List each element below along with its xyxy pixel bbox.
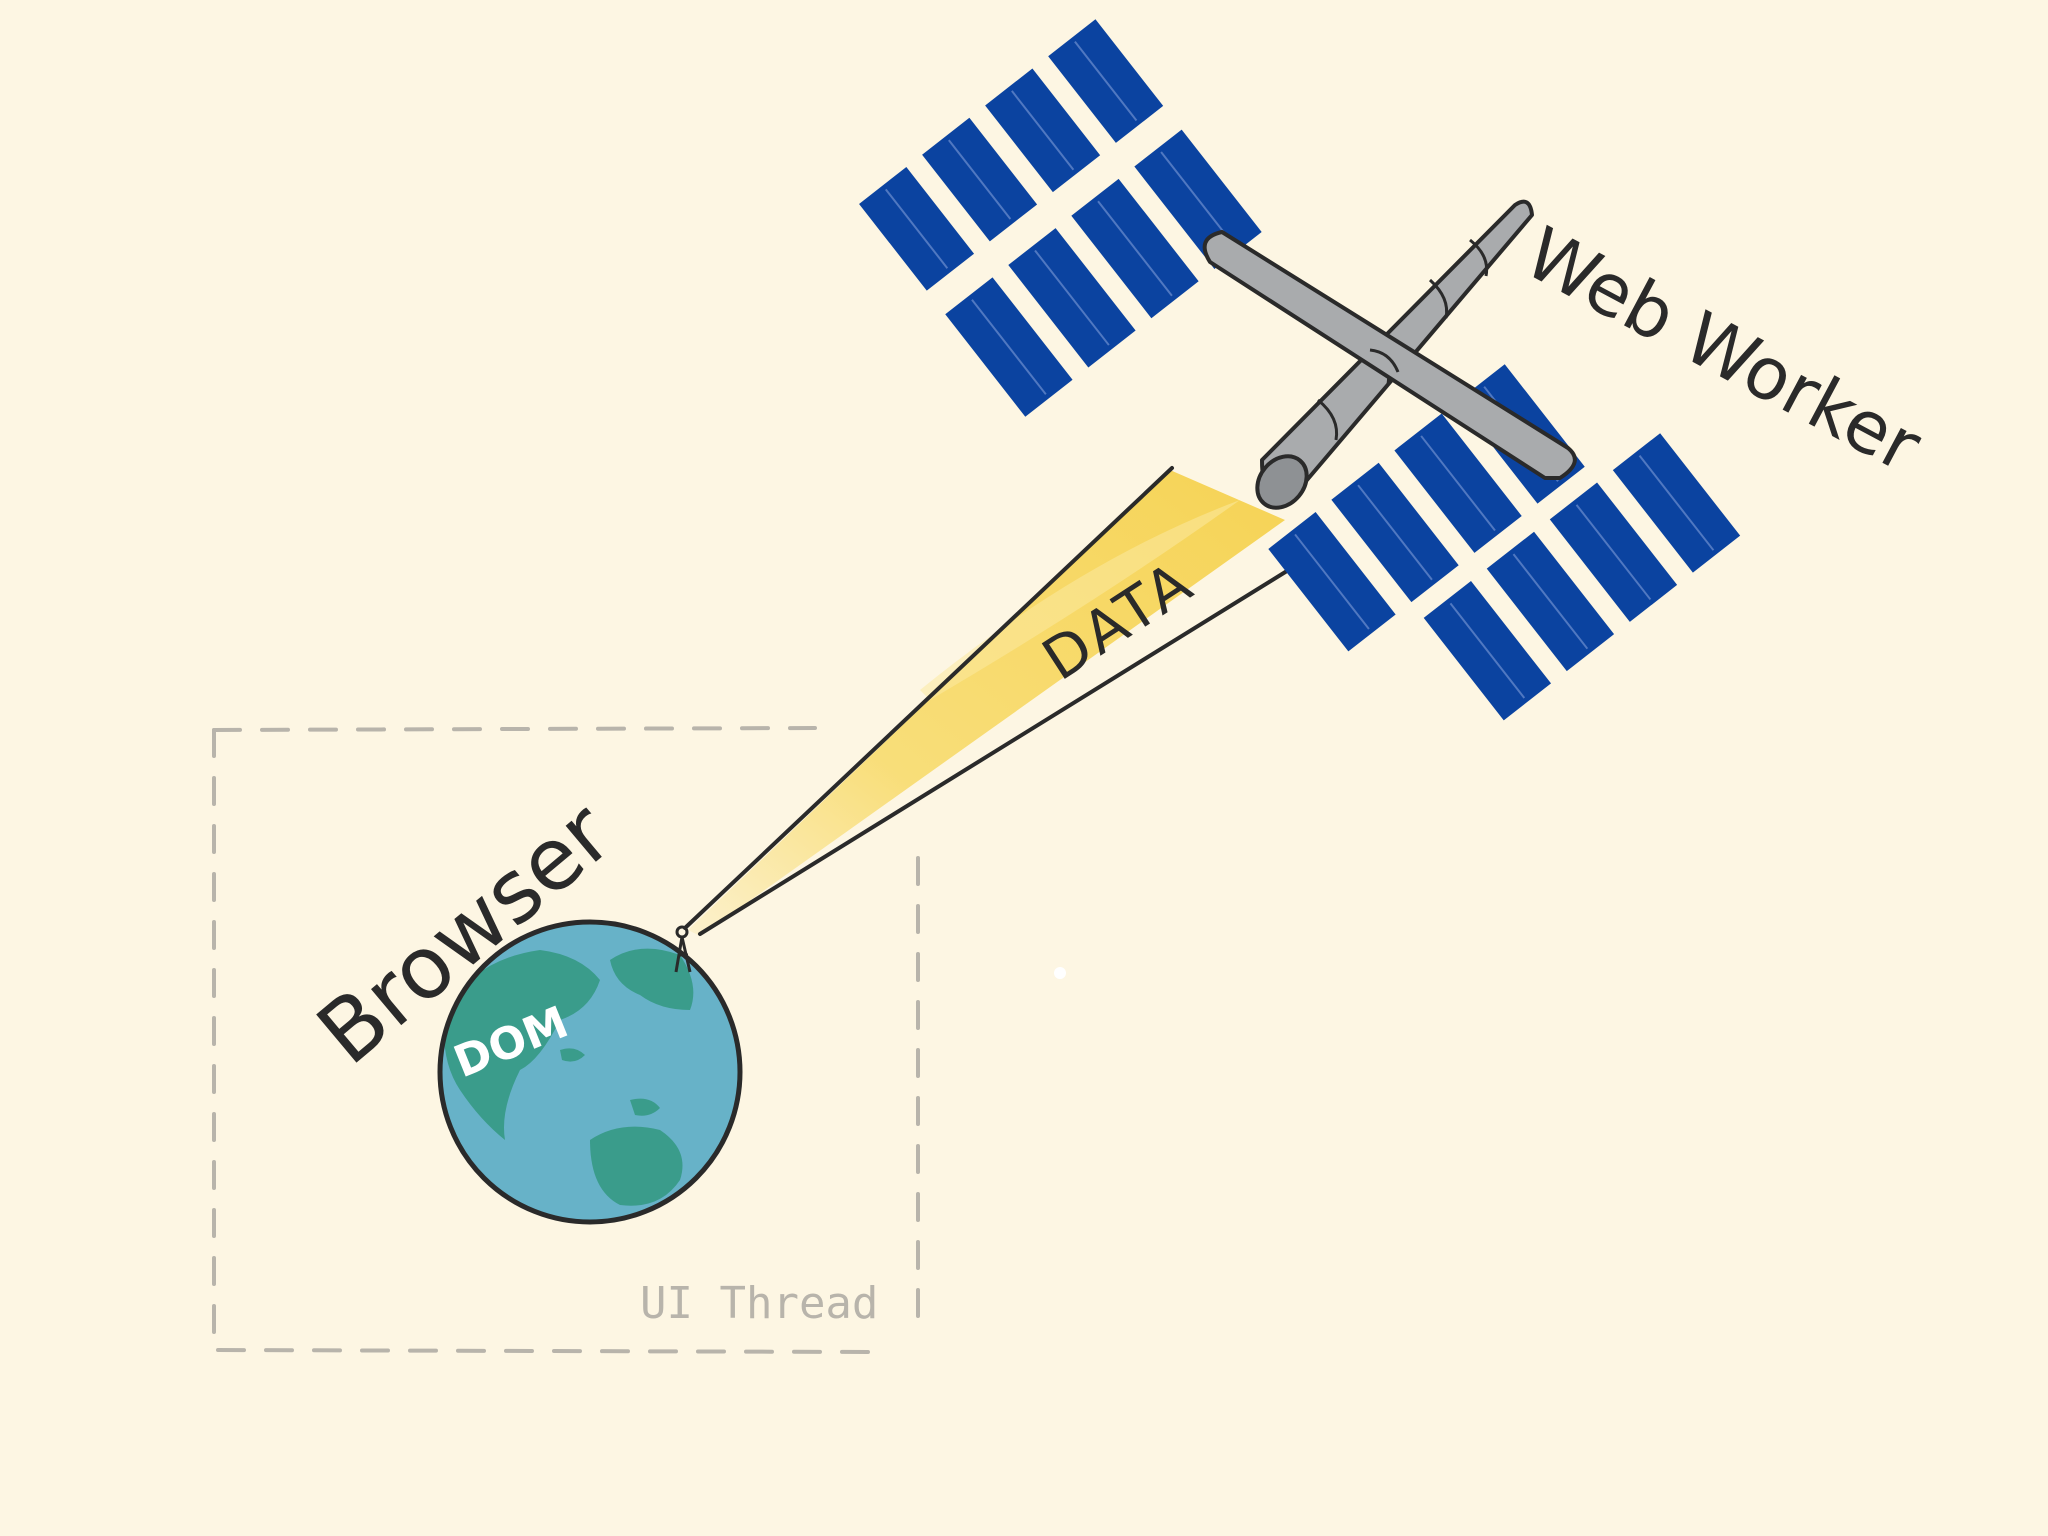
solar-array-left: [859, 19, 1262, 417]
earth-globe-icon: [437, 919, 743, 1225]
web-worker-label: Web Worker: [1512, 211, 1935, 489]
space-station-icon: [859, 19, 1741, 721]
data-beam: [683, 466, 1297, 936]
station-truss: [1202, 230, 1577, 480]
ui-thread-boundary: [212, 726, 920, 1354]
ui-thread-label: UI Thread: [640, 1278, 878, 1329]
antenna-icon: [674, 925, 692, 973]
star-dot: [1054, 967, 1066, 979]
